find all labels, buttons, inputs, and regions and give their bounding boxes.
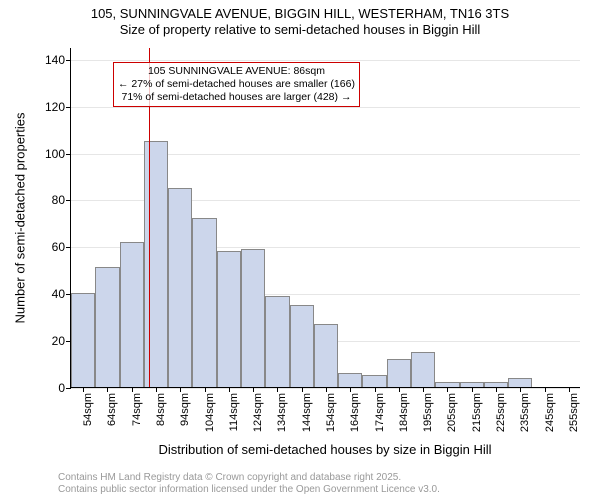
bar	[362, 375, 386, 387]
gridline	[71, 60, 580, 61]
xtick-mark	[302, 387, 303, 392]
xtick-mark	[326, 387, 327, 392]
xtick-mark	[205, 387, 206, 392]
xtick-mark	[277, 387, 278, 392]
xtick-label: 114sqm	[228, 393, 240, 431]
xtick-mark	[472, 387, 473, 392]
annotation-line: 105 SUNNINGVALE AVENUE: 86sqm	[118, 65, 355, 78]
xtick-label: 225sqm	[495, 393, 507, 432]
xtick-mark	[399, 387, 400, 392]
annotation-box: 105 SUNNINGVALE AVENUE: 86sqm← 27% of se…	[113, 62, 360, 107]
xtick-mark	[229, 387, 230, 392]
xtick-label: 205sqm	[446, 393, 458, 432]
xtick-label: 154sqm	[325, 393, 337, 432]
xtick-mark	[180, 387, 181, 392]
xtick-label: 94sqm	[179, 393, 191, 426]
plot-area: 02040608010012014054sqm64sqm74sqm84sqm94…	[70, 48, 580, 388]
xtick-mark	[447, 387, 448, 392]
ytick-label: 100	[45, 147, 71, 161]
xtick-mark	[83, 387, 84, 392]
annotation-line: 71% of semi-detached houses are larger (…	[118, 91, 355, 104]
bar	[314, 324, 338, 387]
bar	[192, 218, 216, 387]
xtick-label: 144sqm	[301, 393, 313, 432]
xtick-label: 255sqm	[568, 393, 580, 432]
xtick-mark	[107, 387, 108, 392]
bar	[338, 373, 362, 387]
title-line-1: 105, SUNNINGVALE AVENUE, BIGGIN HILL, WE…	[0, 6, 600, 22]
xtick-label: 64sqm	[106, 393, 118, 426]
bar	[241, 249, 265, 387]
bar	[387, 359, 411, 387]
xtick-mark	[156, 387, 157, 392]
bar	[290, 305, 314, 387]
xtick-label: 164sqm	[349, 393, 361, 432]
title-line-2: Size of property relative to semi-detach…	[0, 22, 600, 38]
xtick-mark	[569, 387, 570, 392]
xtick-mark	[375, 387, 376, 392]
annotation-line: ← 27% of semi-detached houses are smalle…	[118, 78, 355, 91]
ytick-label: 20	[52, 334, 71, 348]
xtick-mark	[496, 387, 497, 392]
xtick-label: 134sqm	[276, 393, 288, 432]
xtick-label: 124sqm	[252, 393, 264, 432]
ytick-label: 0	[58, 381, 71, 395]
title-block: 105, SUNNINGVALE AVENUE, BIGGIN HILL, WE…	[0, 6, 600, 39]
xtick-mark	[423, 387, 424, 392]
bar	[168, 188, 192, 387]
xtick-label: 174sqm	[374, 393, 386, 432]
bar	[265, 296, 289, 387]
xtick-label: 74sqm	[131, 393, 143, 426]
xtick-label: 104sqm	[204, 393, 216, 432]
xtick-label: 184sqm	[398, 393, 410, 432]
xtick-label: 245sqm	[544, 393, 556, 432]
xtick-label: 195sqm	[422, 393, 434, 432]
bar	[120, 242, 144, 387]
footer-line-1: Contains HM Land Registry data © Crown c…	[58, 472, 440, 484]
bar	[217, 251, 241, 387]
bar	[508, 378, 532, 387]
footer-attribution: Contains HM Land Registry data © Crown c…	[58, 472, 440, 496]
x-axis-label: Distribution of semi-detached houses by …	[158, 442, 491, 457]
xtick-mark	[520, 387, 521, 392]
ytick-label: 80	[52, 193, 71, 207]
xtick-label: 54sqm	[82, 393, 94, 426]
xtick-mark	[350, 387, 351, 392]
ytick-label: 120	[45, 100, 71, 114]
ytick-label: 40	[52, 287, 71, 301]
xtick-label: 84sqm	[155, 393, 167, 426]
xtick-mark	[545, 387, 546, 392]
ytick-label: 140	[45, 53, 71, 67]
y-axis-label: Number of semi-detached properties	[13, 113, 28, 324]
bar	[71, 293, 95, 387]
bar	[411, 352, 435, 387]
xtick-label: 235sqm	[519, 393, 531, 432]
property-size-histogram: 105, SUNNINGVALE AVENUE, BIGGIN HILL, WE…	[0, 0, 600, 500]
bar	[95, 267, 119, 387]
ytick-label: 60	[52, 240, 71, 254]
xtick-mark	[132, 387, 133, 392]
xtick-label: 215sqm	[471, 393, 483, 432]
footer-line-2: Contains public sector information licen…	[58, 484, 440, 496]
bar	[144, 141, 168, 387]
xtick-mark	[253, 387, 254, 392]
